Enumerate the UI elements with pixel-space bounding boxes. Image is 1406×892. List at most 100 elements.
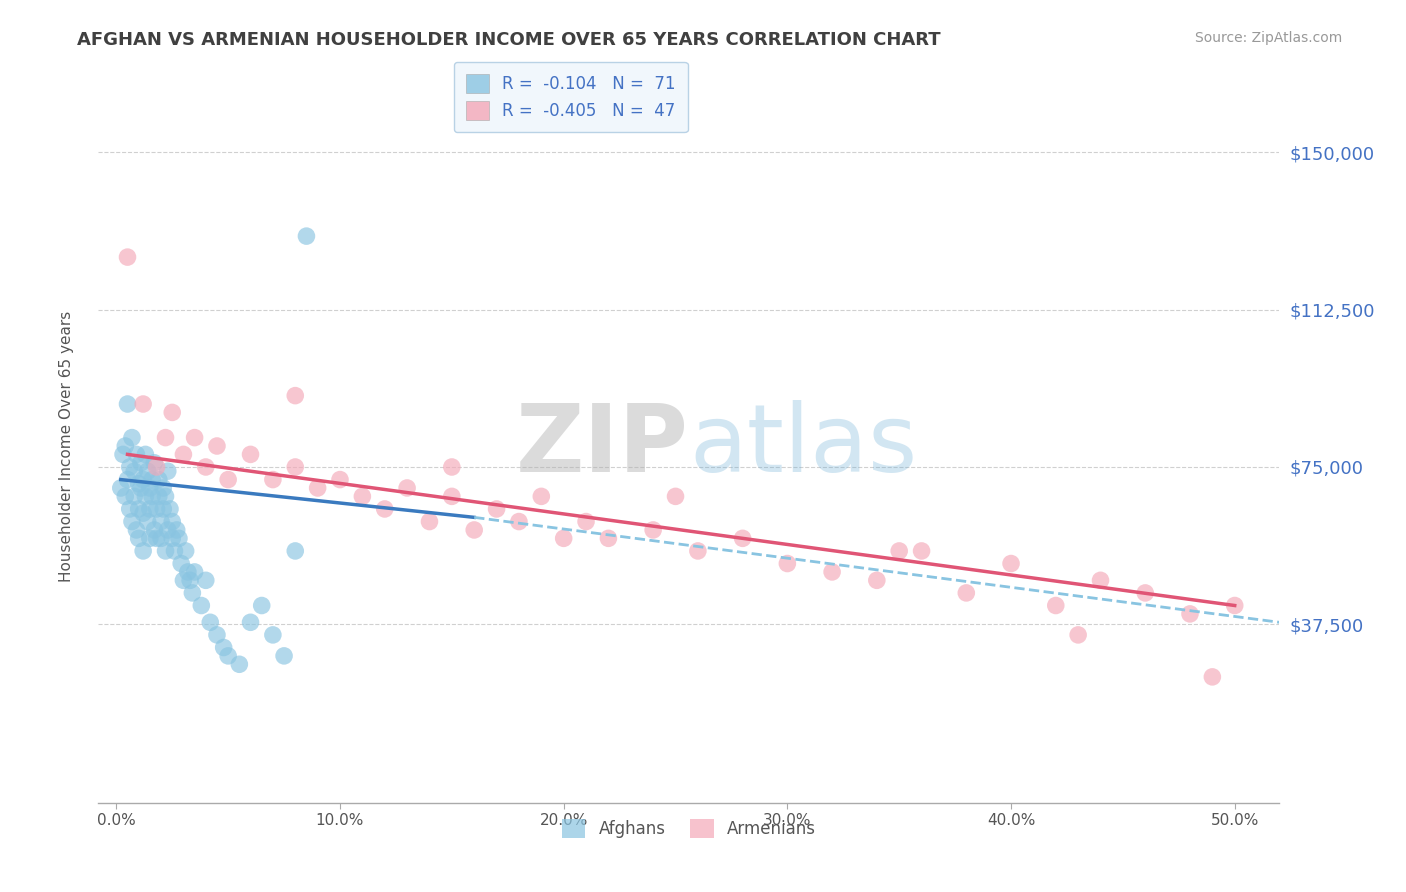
Point: [284, 389, 307, 403]
Point: [174, 544, 197, 558]
Point: [141, 489, 163, 503]
Point: [352, 489, 374, 503]
Point: [1135, 586, 1157, 600]
Point: [167, 532, 190, 546]
Point: [217, 473, 239, 487]
Point: [205, 628, 228, 642]
Point: [190, 599, 212, 613]
Point: [262, 473, 284, 487]
Point: [132, 473, 155, 487]
Point: [121, 515, 143, 529]
Point: [139, 481, 162, 495]
Point: [132, 544, 155, 558]
Point: [1067, 628, 1090, 642]
Point: [1223, 599, 1246, 613]
Point: [1000, 557, 1022, 571]
Point: [440, 489, 463, 503]
Point: [122, 464, 145, 478]
Point: [139, 502, 162, 516]
Point: [228, 657, 250, 672]
Point: [155, 544, 177, 558]
Point: [143, 523, 166, 537]
Point: [217, 648, 239, 663]
Y-axis label: Householder Income Over 65 years: Householder Income Over 65 years: [59, 310, 75, 582]
Point: [162, 532, 183, 546]
Point: [485, 502, 508, 516]
Point: [284, 460, 307, 475]
Point: [121, 431, 143, 445]
Point: [329, 473, 352, 487]
Point: [889, 544, 911, 558]
Point: [125, 447, 148, 461]
Point: [598, 532, 620, 546]
Point: [181, 586, 204, 600]
Point: [910, 544, 932, 558]
Point: [159, 502, 181, 516]
Point: [1045, 599, 1067, 613]
Point: [155, 431, 177, 445]
Point: [295, 229, 318, 244]
Point: [132, 397, 155, 411]
Point: [132, 506, 155, 520]
Point: [162, 405, 183, 419]
Point: [114, 439, 136, 453]
Point: [143, 456, 166, 470]
Point: [177, 565, 200, 579]
Point: [134, 447, 156, 461]
Point: [307, 481, 329, 495]
Point: [273, 648, 295, 663]
Point: [172, 447, 194, 461]
Point: [148, 489, 170, 503]
Point: [170, 557, 193, 571]
Point: [284, 544, 307, 558]
Point: [150, 532, 173, 546]
Point: [139, 532, 162, 546]
Text: AFGHAN VS ARMENIAN HOUSEHOLDER INCOME OVER 65 YEARS CORRELATION CHART: AFGHAN VS ARMENIAN HOUSEHOLDER INCOME OV…: [77, 31, 941, 49]
Text: atlas: atlas: [689, 400, 917, 492]
Point: [152, 481, 174, 495]
Point: [821, 565, 844, 579]
Point: [440, 460, 463, 475]
Point: [553, 532, 575, 546]
Point: [155, 489, 177, 503]
Point: [250, 599, 273, 613]
Point: [156, 523, 179, 537]
Point: [136, 464, 159, 478]
Point: [136, 515, 159, 529]
Point: [118, 502, 141, 516]
Point: [128, 476, 150, 491]
Point: [239, 615, 262, 630]
Text: Source: ZipAtlas.com: Source: ZipAtlas.com: [1195, 31, 1343, 45]
Point: [125, 523, 148, 537]
Legend: Afghans, Armenians: Afghans, Armenians: [555, 812, 823, 845]
Point: [508, 515, 530, 529]
Point: [212, 640, 235, 655]
Point: [200, 615, 222, 630]
Point: [145, 502, 167, 516]
Point: [110, 481, 132, 495]
Point: [162, 515, 183, 529]
Point: [150, 515, 173, 529]
Point: [686, 544, 709, 558]
Point: [664, 489, 686, 503]
Point: [194, 460, 217, 475]
Point: [1090, 574, 1112, 588]
Point: [239, 447, 262, 461]
Point: [575, 515, 598, 529]
Point: [1201, 670, 1223, 684]
Point: [114, 489, 136, 503]
Point: [172, 574, 194, 588]
Point: [866, 574, 889, 588]
Point: [955, 586, 977, 600]
Point: [152, 502, 174, 516]
Point: [118, 460, 141, 475]
Point: [643, 523, 665, 537]
Point: [117, 397, 139, 411]
Point: [166, 523, 188, 537]
Point: [463, 523, 485, 537]
Point: [129, 481, 152, 495]
Point: [148, 473, 170, 487]
Point: [194, 574, 217, 588]
Point: [205, 439, 228, 453]
Point: [141, 473, 163, 487]
